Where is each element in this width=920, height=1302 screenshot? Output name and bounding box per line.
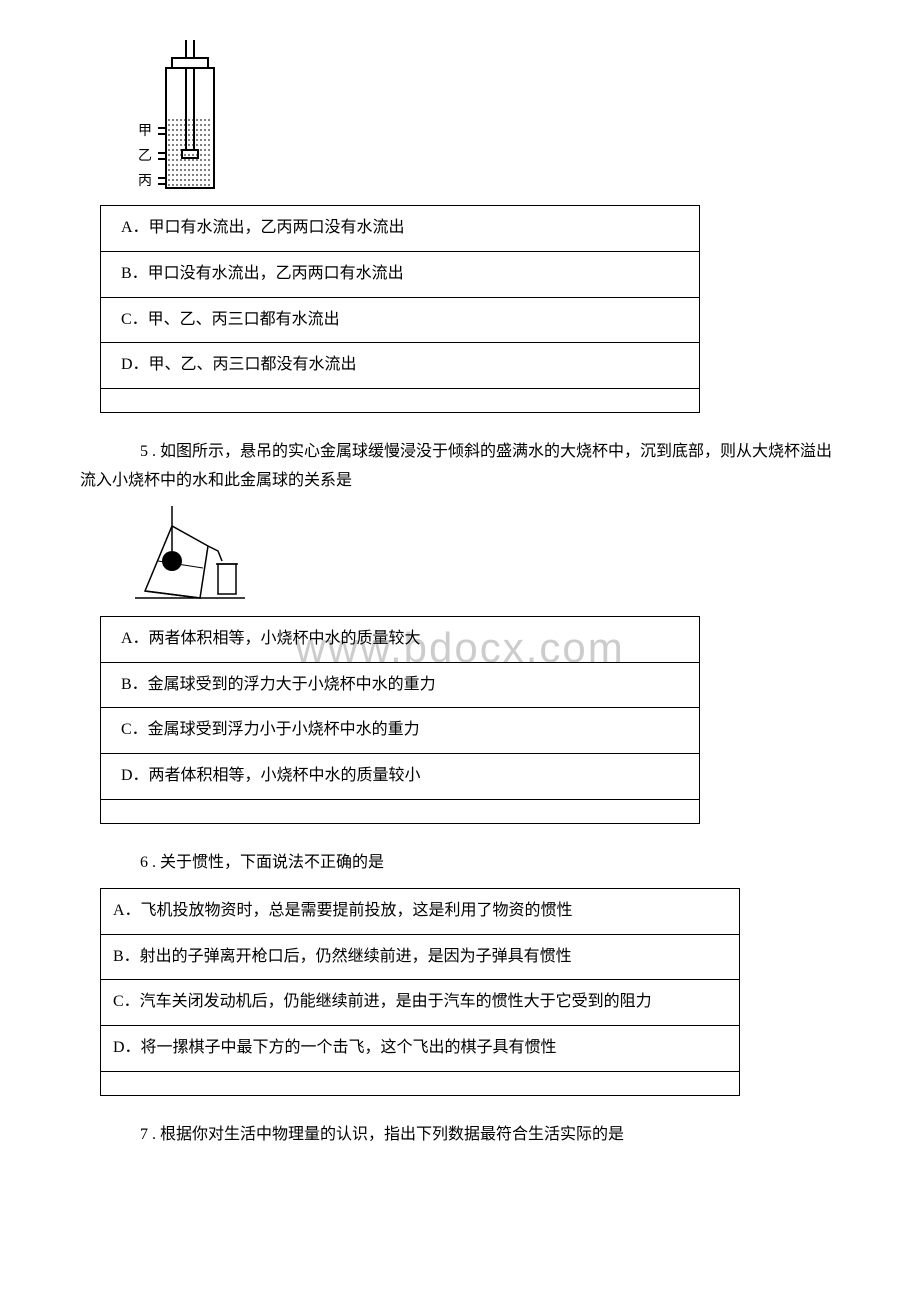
- q6-empty-row: [101, 1071, 740, 1095]
- q5-number: 5 .: [140, 443, 156, 460]
- q4-figure: 甲 乙 丙: [130, 40, 840, 195]
- q6-option-d: D．将一摞棋子中最下方的一个击飞，这个飞出的棋子具有惯性: [101, 1026, 740, 1072]
- q4-options-table: A．甲口有水流出，乙丙两口没有水流出 B．甲口没有水流出，乙丙两口有水流出 C．…: [100, 205, 700, 413]
- q7-question: 7 .根据你对生活中物理量的认识，指出下列数据最符合生活实际的是: [140, 1121, 840, 1150]
- q7-number: 7 .: [140, 1126, 156, 1143]
- q4-option-d: D．甲、乙、丙三口都没有水流出: [101, 343, 700, 389]
- q4-empty-row: [101, 389, 700, 413]
- svg-text:甲: 甲: [138, 124, 152, 139]
- q4-option-c: C．甲、乙、丙三口都有水流出: [101, 297, 700, 343]
- q5-question: 5 .如图所示，悬吊的实心金属球缓慢浸没于倾斜的盛满水的大烧杯中，沉到底部，则从…: [80, 438, 840, 496]
- q5-figure: [130, 506, 840, 606]
- document-content: 甲 乙 丙 A．甲口有水流出，乙丙两口没有水流出 B．甲口没有水流出，乙丙两口有…: [80, 40, 840, 1150]
- q5-text: 如图所示，悬吊的实心金属球缓慢浸没于倾斜的盛满水的大烧杯中，沉到底部，则从大烧杯…: [80, 443, 832, 489]
- q5-option-c: C．金属球受到浮力小于小烧杯中水的重力: [101, 708, 700, 754]
- svg-text:乙: 乙: [138, 148, 152, 164]
- q6-text: 关于惯性，下面说法不正确的是: [160, 854, 384, 871]
- q5-empty-row: [101, 799, 700, 823]
- q6-number: 6 .: [140, 854, 156, 871]
- q6-option-c: C．汽车关闭发动机后，仍能继续前进，是由于汽车的惯性大于它受到的阻力: [101, 980, 740, 1026]
- q6-option-a: A．飞机投放物资时，总是需要提前投放，这是利用了物资的惯性: [101, 888, 740, 934]
- q6-question: 6 .关于惯性，下面说法不正确的是: [140, 849, 840, 878]
- svg-text:丙: 丙: [138, 174, 152, 189]
- q5-options-table: A．两者体积相等，小烧杯中水的质量较大 B．金属球受到的浮力大于小烧杯中水的重力…: [100, 616, 700, 824]
- q4-option-b: B．甲口没有水流出，乙丙两口有水流出: [101, 251, 700, 297]
- q5-option-d: D．两者体积相等，小烧杯中水的质量较小: [101, 754, 700, 800]
- q6-option-b: B．射出的子弹离开枪口后，仍然继续前进，是因为子弹具有惯性: [101, 934, 740, 980]
- q5-option-a: A．两者体积相等，小烧杯中水的质量较大: [101, 616, 700, 662]
- q6-options-table: A．飞机投放物资时，总是需要提前投放，这是利用了物资的惯性 B．射出的子弹离开枪…: [100, 888, 740, 1096]
- q4-option-a: A．甲口有水流出，乙丙两口没有水流出: [101, 206, 700, 252]
- q5-option-b: B．金属球受到的浮力大于小烧杯中水的重力: [101, 662, 700, 708]
- q7-text: 根据你对生活中物理量的认识，指出下列数据最符合生活实际的是: [160, 1126, 624, 1143]
